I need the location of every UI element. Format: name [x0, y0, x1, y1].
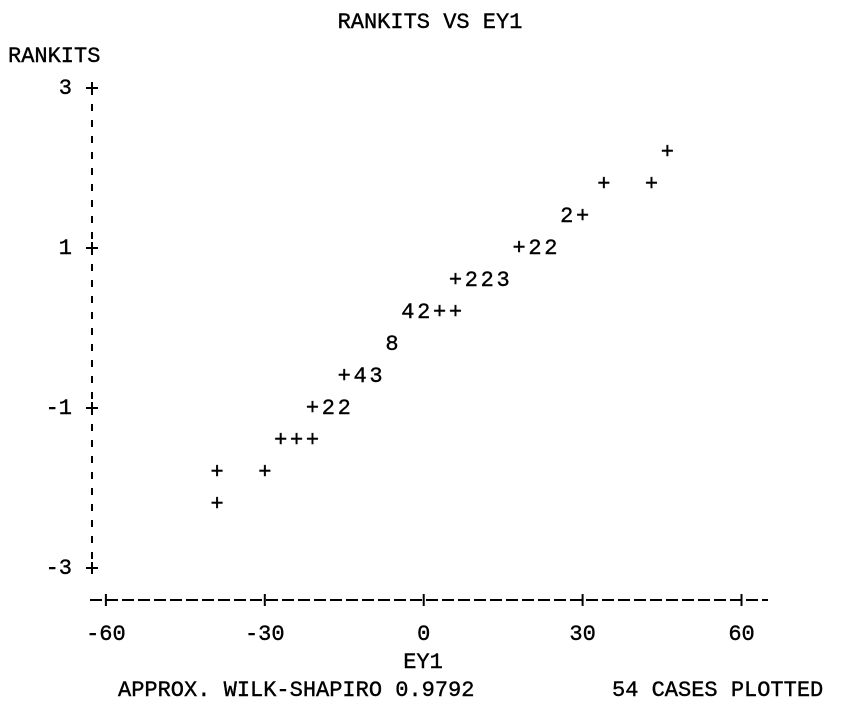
point-marker: 3 — [497, 268, 510, 293]
annotation: 54 CASES PLOTTED — [612, 678, 823, 703]
point-marker: + — [576, 204, 589, 229]
point-marker: + — [597, 172, 610, 197]
point-marker: + — [449, 300, 462, 325]
annotation: APPROX. WILK-SHAPIRO 0.9792 — [118, 678, 474, 703]
point-marker: + — [338, 364, 351, 389]
point-marker: 2 — [560, 204, 573, 229]
point-marker: + — [433, 300, 446, 325]
y-tick-label: 3 — [59, 76, 72, 101]
point-marker: 3 — [369, 364, 382, 389]
point-marker: + — [306, 396, 319, 421]
chart-title: RANKITS VS EY1 — [338, 10, 523, 35]
y-tick — [86, 402, 98, 414]
point-marker: + — [661, 140, 674, 165]
point-marker: 2 — [481, 268, 494, 293]
x-tick-label: 60 — [728, 622, 754, 647]
point-marker: 2 — [322, 396, 335, 421]
point-marker: 2 — [544, 236, 557, 261]
y-axis-label: RANKITS — [8, 44, 100, 69]
point-marker: + — [258, 460, 271, 485]
x-tick-label: -30 — [245, 622, 285, 647]
point-marker: 2 — [465, 268, 478, 293]
point-marker: + — [306, 428, 319, 453]
point-marker: 4 — [401, 300, 414, 325]
y-tick — [86, 242, 98, 254]
x-tick-label: 0 — [417, 622, 430, 647]
point-marker: + — [290, 428, 303, 453]
y-tick-label: -1 — [46, 396, 72, 421]
point-marker: 4 — [354, 364, 367, 389]
y-tick-label: 1 — [59, 236, 72, 261]
point-marker: 2 — [417, 300, 430, 325]
point-marker: + — [512, 236, 525, 261]
point-marker: 2 — [338, 396, 351, 421]
y-tick — [86, 562, 98, 574]
point-marker: + — [449, 268, 462, 293]
point-marker: 8 — [385, 332, 398, 357]
point-marker: + — [645, 172, 658, 197]
x-axis-label: EY1 — [403, 650, 443, 675]
x-tick-label: 30 — [569, 622, 595, 647]
point-marker: 2 — [528, 236, 541, 261]
y-tick-label: -3 — [46, 556, 72, 581]
point-marker: + — [274, 428, 287, 453]
point-marker: + — [211, 460, 224, 485]
x-tick-label: -60 — [86, 622, 126, 647]
y-tick — [86, 82, 98, 94]
point-marker: + — [211, 492, 224, 517]
